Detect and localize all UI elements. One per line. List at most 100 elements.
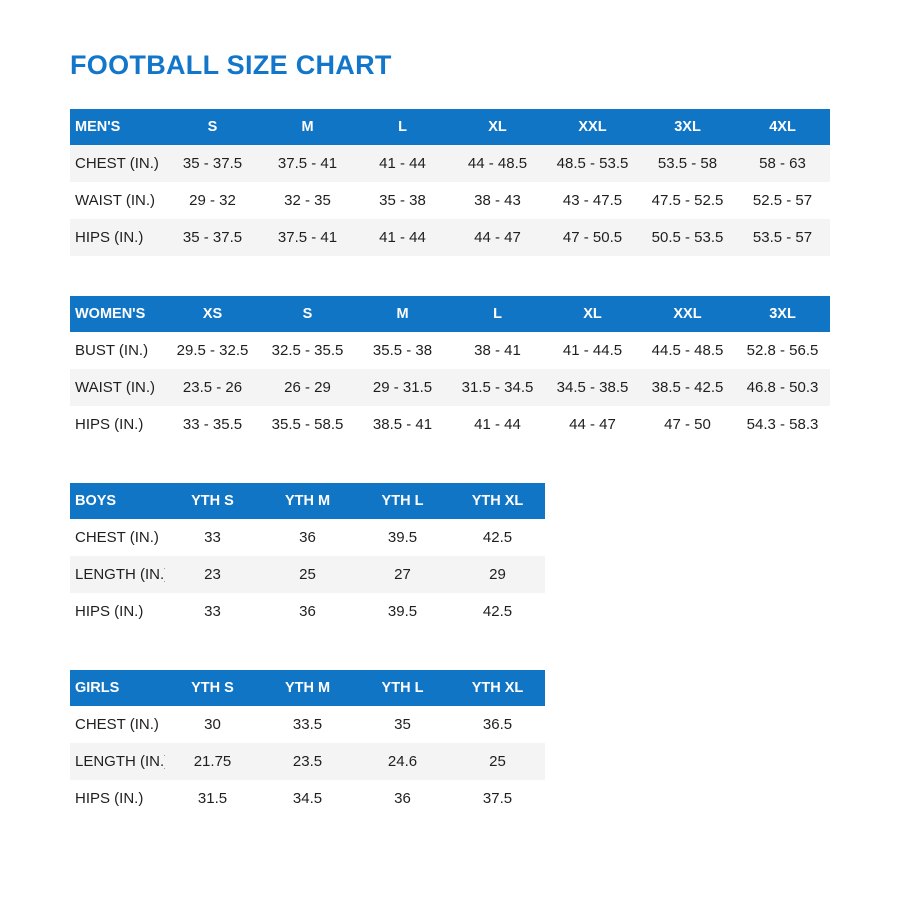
cell-value: 29 - 31.5 (372, 379, 433, 396)
cell-value: 39.5 (387, 529, 418, 546)
cell-value: 37.5 - 41 (277, 155, 338, 172)
mens-column-header-m: M (301, 119, 314, 135)
cell-value: 23.5 - 26 (182, 379, 243, 396)
mens-table-row: WAIST (IN.) 29 - 32 32 - 35 35 - 38 38 - 43 4… (70, 182, 830, 219)
cell-value: 23.5 (292, 753, 323, 770)
row-label: HIPS (IN.) (75, 229, 144, 246)
cell-value: 36 (299, 529, 316, 546)
page-title: FOOTBALL SIZE CHART (70, 50, 392, 80)
cell-value: 47 - 50.5 (562, 229, 623, 246)
cell-value: 47 - 50 (664, 416, 711, 433)
girls-column-header-yth-l: YTH L (381, 680, 424, 696)
girls-column-header-yth-xl: YTH XL (471, 680, 524, 696)
womens-column-header-l: L (493, 306, 502, 322)
boys-table-row: HIPS (IN.) 33 36 39.5 42.5 (70, 593, 545, 630)
cell-value: 36 (394, 790, 411, 807)
boys-column-header-yth-m: YTH M (284, 493, 331, 509)
mens-column-header-4xl: 4XL (769, 119, 796, 135)
cell-value: 29 - 32 (189, 192, 236, 209)
cell-value: 41 - 44 (474, 416, 521, 433)
cell-value: 44.5 - 48.5 (651, 342, 724, 359)
cell-value: 41 - 44 (379, 229, 426, 246)
womens-column-header-xxl: XXL (673, 306, 702, 322)
womens-table-row: WAIST (IN.) 23.5 - 26 26 - 29 29 - 31.5 31.5… (70, 369, 830, 406)
row-label: HIPS (IN.) (75, 416, 144, 433)
girls-table-row: CHEST (IN.) 30 33.5 35 36.5 (70, 706, 545, 743)
cell-value: 50.5 - 53.5 (651, 229, 724, 246)
cell-value: 42.5 (482, 603, 513, 620)
cell-value: 53.5 - 57 (752, 229, 813, 246)
cell-value: 47.5 - 52.5 (651, 192, 724, 209)
womens-column-header-xl: XL (583, 306, 602, 322)
cell-value: 41 - 44.5 (562, 342, 623, 359)
mens-table-row: HIPS (IN.) 35 - 37.5 37.5 - 41 41 - 44 44 - … (70, 219, 830, 256)
boys-size-table: BOYS YTH S YTH M YTH L YTH XL CHEST (IN.) 33 36… (70, 483, 545, 630)
cell-value: 25 (489, 753, 506, 770)
womens-column-header-xs: XS (202, 306, 223, 322)
cell-value: 35 (394, 716, 411, 733)
girls-table-title: GIRLS (75, 680, 120, 696)
cell-value: 31.5 (197, 790, 228, 807)
cell-value: 29 (489, 566, 506, 583)
womens-column-header-s: S (302, 306, 313, 322)
cell-value: 35 - 38 (379, 192, 426, 209)
boys-table-title: BOYS (75, 493, 117, 509)
row-label: BUST (IN.) (75, 342, 149, 359)
cell-value: 38 - 41 (474, 342, 521, 359)
size-chart-page: FOOTBALL SIZE CHART MEN'S S M L XL XXL 3XL 4XL C… (70, 50, 830, 817)
cell-value: 46.8 - 50.3 (746, 379, 819, 396)
cell-value: 42.5 (482, 529, 513, 546)
cell-value: 37.5 - 41 (277, 229, 338, 246)
cell-value: 33.5 (292, 716, 323, 733)
row-label: HIPS (IN.) (75, 603, 144, 620)
girls-size-table: GIRLS YTH S YTH M YTH L YTH XL CHEST (IN.) 30 3… (70, 670, 545, 817)
cell-value: 38.5 - 42.5 (651, 379, 724, 396)
cell-value: 23 (204, 566, 221, 583)
cell-value: 21.75 (193, 753, 232, 770)
girls-column-header-yth-m: YTH M (284, 680, 331, 696)
cell-value: 37.5 (482, 790, 513, 807)
cell-value: 32 - 35 (284, 192, 331, 209)
cell-value: 34.5 - 38.5 (556, 379, 629, 396)
cell-value: 27 (394, 566, 411, 583)
mens-size-table: MEN'S S M L XL XXL 3XL 4XL CHEST (IN.) 35 - 37.5 3… (70, 109, 830, 256)
cell-value: 30 (204, 716, 221, 733)
row-label: CHEST (IN.) (75, 155, 159, 172)
cell-value: 44 - 48.5 (467, 155, 528, 172)
row-label: WAIST (IN.) (75, 379, 155, 396)
mens-column-header-xl: XL (488, 119, 507, 135)
girls-table-row: LENGTH (IN.) 21.75 23.5 24.6 25 (70, 743, 545, 780)
mens-table-title: MEN'S (75, 119, 121, 135)
row-label: HIPS (IN.) (75, 790, 144, 807)
cell-value: 53.5 - 58 (657, 155, 718, 172)
mens-table-row: CHEST (IN.) 35 - 37.5 37.5 - 41 41 - 44 44 -… (70, 145, 830, 182)
cell-value: 33 (204, 529, 221, 546)
boys-column-header-yth-s: YTH S (191, 493, 234, 509)
cell-value: 36.5 (482, 716, 513, 733)
cell-value: 35.5 - 58.5 (271, 416, 344, 433)
cell-value: 43 - 47.5 (562, 192, 623, 209)
girls-column-header-yth-s: YTH S (191, 680, 234, 696)
cell-value: 38.5 - 41 (372, 416, 433, 433)
cell-value: 48.5 - 53.5 (556, 155, 629, 172)
womens-table-header-row: WOMEN'S XS S M L XL XXL 3XL (70, 296, 830, 332)
cell-value: 36 (299, 603, 316, 620)
mens-column-header-l: L (398, 119, 407, 135)
cell-value: 39.5 (387, 603, 418, 620)
womens-size-table: WOMEN'S XS S M L XL XXL 3XL BUST (IN.) 29.5 - 32.… (70, 296, 830, 443)
mens-table-header-row: MEN'S S M L XL XXL 3XL 4XL (70, 109, 830, 145)
boys-table-row: LENGTH (IN.) 23 25 27 29 (70, 556, 545, 593)
boys-column-header-yth-xl: YTH XL (471, 493, 524, 509)
mens-column-header-3xl: 3XL (674, 119, 701, 135)
mens-column-header-xxl: XXL (578, 119, 607, 135)
cell-value: 52.8 - 56.5 (746, 342, 819, 359)
boys-table-header-row: BOYS YTH S YTH M YTH L YTH XL (70, 483, 545, 519)
cell-value: 44 - 47 (569, 416, 616, 433)
cell-value: 54.3 - 58.3 (746, 416, 819, 433)
row-label: CHEST (IN.) (75, 716, 159, 733)
cell-value: 26 - 29 (284, 379, 331, 396)
cell-value: 32.5 - 35.5 (271, 342, 344, 359)
boys-column-header-yth-l: YTH L (381, 493, 424, 509)
row-label: LENGTH (IN.) (75, 753, 165, 770)
girls-table-row: HIPS (IN.) 31.5 34.5 36 37.5 (70, 780, 545, 817)
